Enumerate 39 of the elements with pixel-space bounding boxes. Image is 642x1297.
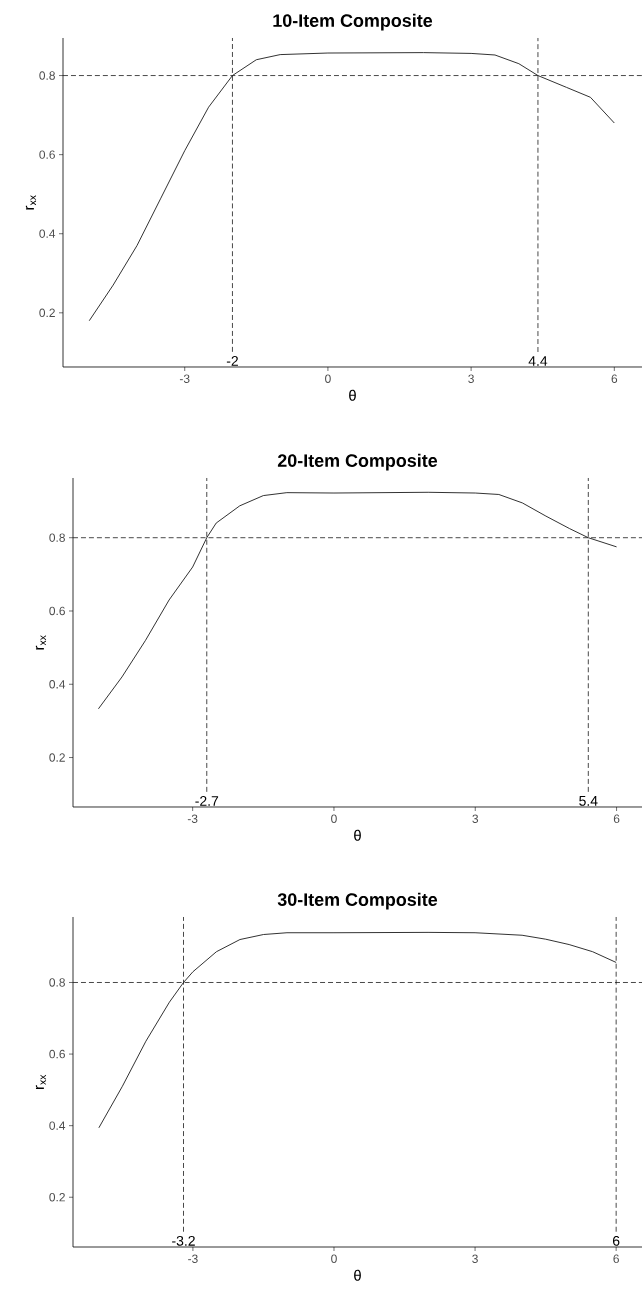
x-tick-label: 0 bbox=[331, 1254, 337, 1263]
chart-title: 10-Item Composite bbox=[273, 13, 433, 31]
x-tick-label: 3 bbox=[468, 374, 474, 383]
y-axis-title: r$_{xx}$ bbox=[35, 635, 47, 650]
x-tick-label: 0 bbox=[331, 814, 337, 823]
y-tick-label: 0.2 bbox=[39, 308, 55, 318]
chart-title: 20-Item Composite bbox=[277, 453, 438, 471]
ref-line-label: -2 bbox=[226, 356, 238, 366]
ref-line-label: -3.2 bbox=[172, 1235, 195, 1246]
y-tick-label: 0.8 bbox=[39, 71, 55, 80]
y-tick-label: 0.4 bbox=[39, 229, 56, 238]
y-tick-label: 0.6 bbox=[39, 150, 55, 159]
x-tick-label: 3 bbox=[472, 1254, 478, 1263]
ref-line-label: 6 bbox=[612, 1235, 620, 1246]
y-tick-label: 0.4 bbox=[49, 680, 66, 689]
x-axis-title: θ bbox=[354, 829, 361, 841]
x-tick-label: -3 bbox=[179, 374, 190, 383]
x-tick-label: -3 bbox=[188, 1254, 198, 1263]
y-tick-label: 0.2 bbox=[49, 1193, 65, 1202]
y-tick-label: 0.8 bbox=[49, 533, 65, 542]
y-axis-title: r$_{xx}$ bbox=[35, 1074, 47, 1089]
x-tick-label: -3 bbox=[187, 814, 198, 823]
x-axis-title: θ bbox=[349, 389, 356, 401]
y-tick-label: 0.8 bbox=[49, 978, 65, 987]
chart-title: 30-Item Composite bbox=[277, 892, 438, 910]
ref-line-label: 4.4 bbox=[528, 356, 548, 366]
x-tick-label: 3 bbox=[472, 814, 479, 823]
x-tick-label: 0 bbox=[325, 374, 331, 383]
y-tick-label: 0.6 bbox=[49, 606, 65, 616]
y-axis-title: r$_{xx}$ bbox=[25, 195, 37, 210]
y-tick-label: 0.2 bbox=[49, 753, 65, 762]
x-tick-label: 6 bbox=[611, 374, 618, 383]
x-axis-title: θ bbox=[354, 1269, 361, 1281]
ref-line-label: -2.7 bbox=[195, 796, 219, 806]
x-tick-label: 6 bbox=[613, 1254, 619, 1263]
y-tick-label: 0.4 bbox=[49, 1121, 66, 1130]
x-tick-label: 6 bbox=[613, 814, 620, 823]
y-tick-label: 0.6 bbox=[49, 1049, 65, 1059]
ref-line-label: 5.4 bbox=[579, 796, 598, 806]
